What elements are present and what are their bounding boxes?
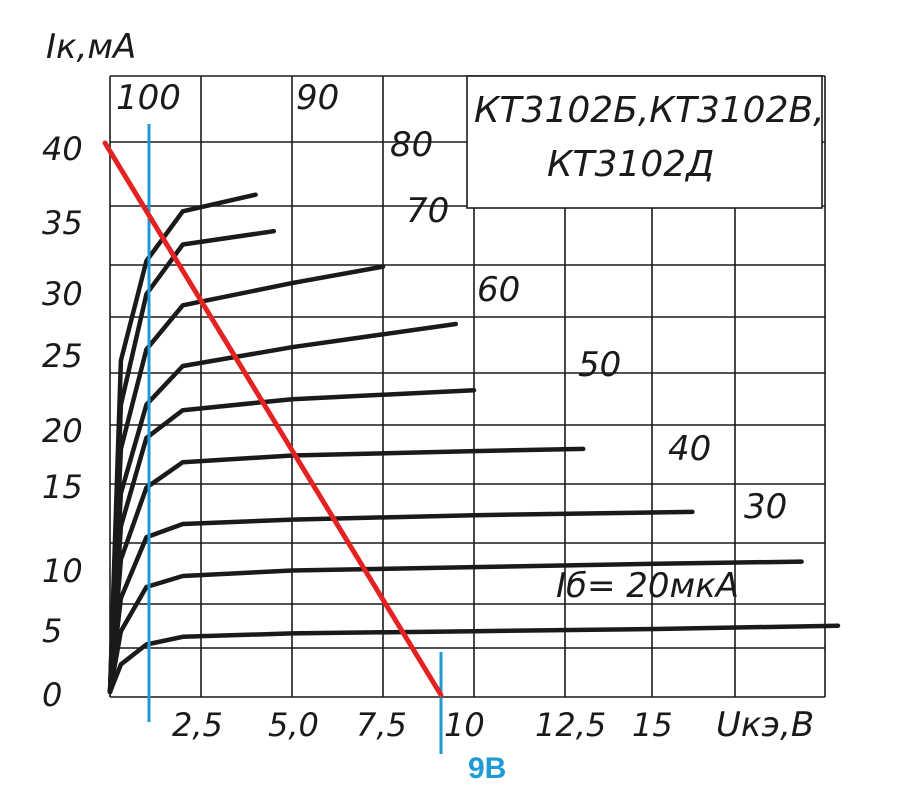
x-tick-label: 5,0 (268, 706, 319, 744)
title-box (466, 75, 823, 209)
y-tick-label: 10 (42, 552, 83, 590)
x-tick-label: 10 (444, 706, 485, 744)
curve-label-80: 80 (390, 125, 433, 165)
y-tick-label: 40 (42, 130, 83, 168)
curve-label-70: 70 (406, 191, 449, 231)
load-line (102, 140, 444, 698)
curve-label-100: 100 (116, 78, 181, 118)
y-tick-label: 25 (42, 337, 83, 375)
curves (107, 192, 841, 695)
y-tick-label: 20 (42, 412, 83, 450)
curve-ib-30 (107, 559, 804, 695)
y-tick-label: 35 (42, 204, 83, 242)
x-tick-labels: 2,5 5,0 7,5 10 12,5 15 (172, 706, 673, 744)
y-tick-label: 5 (42, 612, 62, 650)
y-tick-labels: 0 5 10 15 20 25 30 35 40 (42, 130, 83, 714)
chart-title-line-2: КТ3102Д (547, 144, 714, 185)
y-tick-label: 0 (42, 676, 62, 714)
curve-label-Iб=20мкА: Iб= 20мкА (556, 566, 739, 606)
marker-label-9v: 9В (468, 752, 506, 785)
curve-label-30: 30 (744, 487, 787, 527)
curve-ib-Iб=20мкА (107, 623, 841, 695)
curve-label-90: 90 (296, 78, 339, 118)
curve-ib-100 (107, 192, 258, 695)
x-tick-label: 12,5 (535, 706, 606, 744)
y-axis-label: Iк,мА (46, 27, 136, 67)
y-tick-label: 30 (42, 275, 83, 313)
chart-title-line-1: КТ3102Б,КТ3102В, (474, 90, 825, 131)
curve-ib-40 (107, 509, 695, 695)
overlays: 9В (102, 124, 506, 785)
curve-label-40: 40 (668, 429, 711, 469)
y-tick-label: 15 (42, 468, 83, 506)
curve-label-50: 50 (578, 345, 621, 385)
x-axis-label: Uкэ,В (716, 705, 814, 745)
x-tick-label: 15 (632, 706, 673, 744)
x-tick-label: 2,5 (172, 706, 223, 744)
x-tick-label: 7,5 (356, 706, 407, 744)
curve-label-60: 60 (477, 270, 520, 310)
